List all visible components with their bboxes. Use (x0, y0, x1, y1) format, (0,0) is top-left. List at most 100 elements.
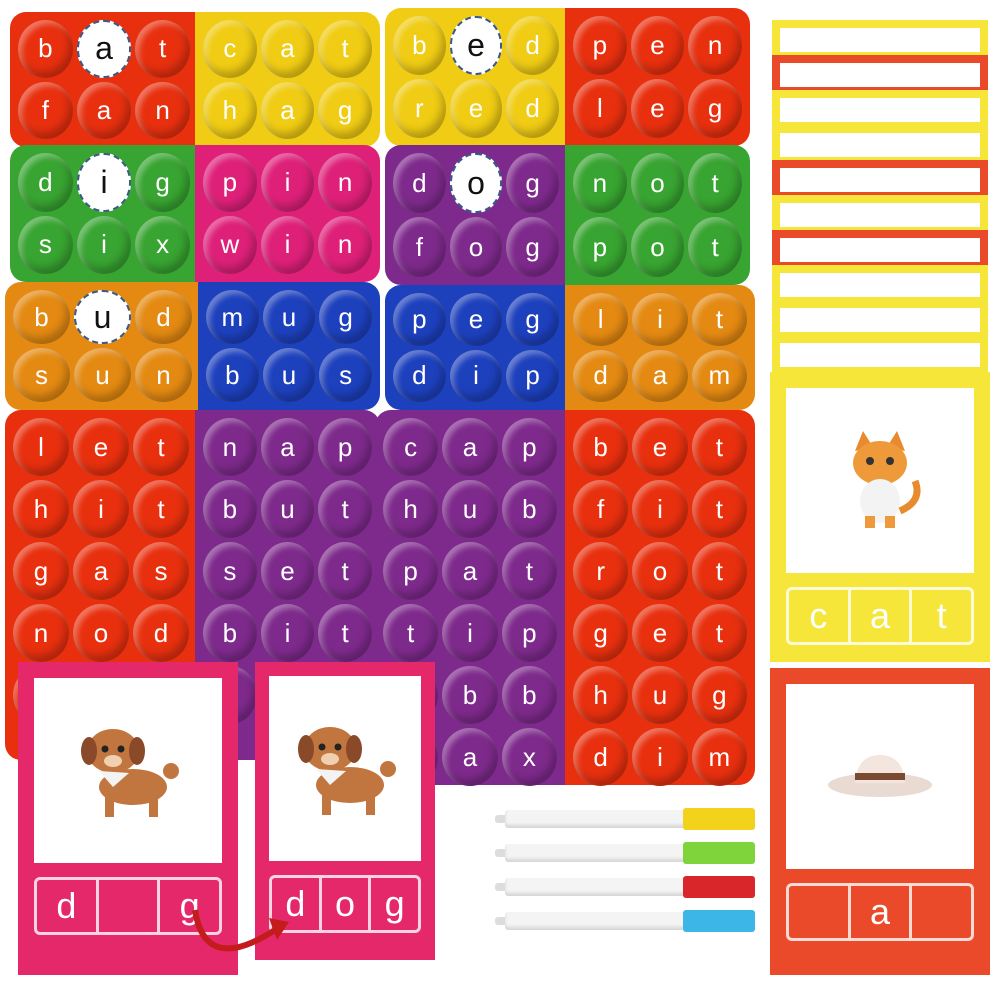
pop-bubble[interactable]: f (573, 480, 629, 538)
pop-bubble[interactable]: m (206, 290, 259, 344)
pop-bubble[interactable]: g (318, 81, 372, 139)
pop-bubble[interactable]: x (501, 728, 557, 786)
pop-bubble[interactable]: m (691, 728, 747, 786)
pop-bubble[interactable]: g (506, 293, 559, 346)
pop-bubble[interactable]: d (135, 290, 192, 344)
pop-bubble[interactable]: u (74, 348, 131, 402)
pop-bubble[interactable]: b (442, 666, 498, 724)
pop-bubble[interactable]: d (18, 153, 73, 212)
pop-bubble[interactable]: s (203, 542, 257, 600)
pop-bubble[interactable]: u (262, 348, 316, 402)
pop-bubble[interactable]: t (691, 418, 747, 476)
pop-bubble[interactable]: p (573, 16, 627, 75)
pop-bubble[interactable]: g (135, 153, 190, 212)
pop-bubble[interactable]: c (383, 418, 439, 476)
pop-bubble[interactable]: e (630, 16, 685, 75)
vowel-circle[interactable]: a (76, 20, 132, 78)
pop-bubble[interactable]: l (573, 293, 629, 346)
pop-bubble[interactable]: f (393, 217, 446, 277)
pop-bubble[interactable]: n (573, 153, 627, 213)
pop-bubble[interactable]: n (688, 16, 742, 75)
pop-bubble[interactable]: p (318, 418, 372, 476)
pop-bubble[interactable]: p (203, 153, 257, 212)
pop-bubble[interactable]: h (13, 480, 69, 538)
pop-bubble[interactable]: t (383, 604, 439, 662)
pop-bubble[interactable]: t (688, 217, 742, 277)
pop-bubble[interactable]: o (449, 217, 503, 277)
pop-bubble[interactable]: p (383, 542, 439, 600)
pop-bubble[interactable]: g (13, 542, 69, 600)
pop-bubble[interactable]: a (260, 20, 315, 78)
pop-bubble[interactable]: n (135, 348, 192, 402)
pop-bubble[interactable]: n (13, 604, 69, 662)
pop-bubble[interactable]: g (688, 79, 742, 138)
pop-bubble[interactable]: r (573, 542, 629, 600)
pop-bubble[interactable]: u (632, 666, 688, 724)
pop-bubble[interactable]: o (630, 153, 685, 213)
pop-bubble[interactable]: i (260, 215, 315, 274)
pop-bubble[interactable]: i (76, 215, 132, 274)
vowel-circle[interactable]: o (449, 153, 503, 213)
pop-bubble[interactable]: b (18, 20, 73, 78)
pop-bubble[interactable]: d (393, 153, 446, 213)
pop-bubble[interactable]: o (632, 542, 688, 600)
pop-bubble[interactable]: h (383, 480, 439, 538)
pop-bubble[interactable]: d (506, 79, 559, 138)
vowel-circle[interactable]: e (449, 16, 503, 75)
pop-bubble[interactable]: i (260, 604, 315, 662)
pop-bubble[interactable]: o (630, 217, 685, 277)
pop-bubble[interactable]: a (632, 349, 688, 402)
pop-bubble[interactable]: t (318, 604, 372, 662)
pop-bubble[interactable]: t (318, 542, 372, 600)
pop-bubble[interactable]: n (203, 418, 257, 476)
pop-bubble[interactable]: c (203, 20, 257, 78)
pop-bubble[interactable]: d (573, 728, 629, 786)
pop-bubble[interactable]: a (73, 542, 129, 600)
pop-bubble[interactable]: t (501, 542, 557, 600)
pop-bubble[interactable]: t (688, 153, 742, 213)
pop-bubble[interactable]: l (573, 79, 627, 138)
pop-bubble[interactable]: h (573, 666, 629, 724)
pop-bubble[interactable]: p (501, 604, 557, 662)
pop-bubble[interactable]: d (506, 16, 559, 75)
pop-bubble[interactable]: b (573, 418, 629, 476)
pop-bubble[interactable]: t (133, 418, 189, 476)
pop-bubble[interactable]: a (260, 418, 315, 476)
pop-bubble[interactable]: p (573, 217, 627, 277)
pop-bubble[interactable]: t (691, 604, 747, 662)
pop-bubble[interactable]: b (13, 290, 70, 344)
pop-bubble[interactable]: g (319, 290, 372, 344)
pop-bubble[interactable]: t (318, 480, 372, 538)
pop-bubble[interactable]: w (203, 215, 257, 274)
pop-bubble[interactable]: b (206, 348, 259, 402)
pop-bubble[interactable]: a (76, 81, 132, 139)
pop-bubble[interactable]: b (203, 604, 257, 662)
pop-bubble[interactable]: h (203, 81, 257, 139)
pop-bubble[interactable]: e (449, 79, 503, 138)
pop-bubble[interactable]: e (630, 79, 685, 138)
pop-bubble[interactable]: s (18, 215, 73, 274)
vowel-circle[interactable]: i (76, 153, 132, 212)
pop-bubble[interactable]: u (260, 480, 315, 538)
pop-bubble[interactable]: f (18, 81, 73, 139)
pop-bubble[interactable]: n (318, 215, 372, 274)
pop-bubble[interactable]: i (442, 604, 498, 662)
pop-bubble[interactable]: e (260, 542, 315, 600)
pop-bubble[interactable]: r (393, 79, 446, 138)
pop-bubble[interactable]: d (393, 349, 446, 402)
pop-bubble[interactable]: n (318, 153, 372, 212)
pop-bubble[interactable]: t (135, 20, 190, 78)
pop-bubble[interactable]: i (632, 728, 688, 786)
pop-bubble[interactable]: t (318, 20, 372, 78)
pop-bubble[interactable]: s (133, 542, 189, 600)
pop-bubble[interactable]: g (691, 666, 747, 724)
pop-bubble[interactable]: a (442, 542, 498, 600)
pop-bubble[interactable]: a (260, 81, 315, 139)
pop-bubble[interactable]: t (691, 542, 747, 600)
pop-bubble[interactable]: p (393, 293, 446, 346)
pop-bubble[interactable]: g (573, 604, 629, 662)
pop-bubble[interactable]: l (13, 418, 69, 476)
pop-bubble[interactable]: d (133, 604, 189, 662)
pop-bubble[interactable]: t (691, 480, 747, 538)
pop-bubble[interactable]: m (691, 349, 747, 402)
